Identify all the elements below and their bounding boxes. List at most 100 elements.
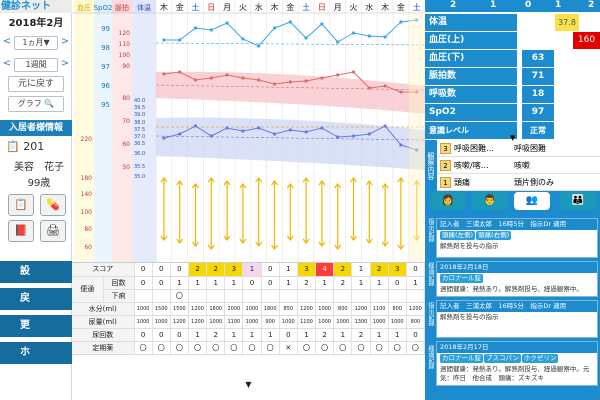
table-cell[interactable]: 1000 bbox=[388, 315, 407, 329]
table-cell[interactable]: 2 bbox=[206, 328, 226, 342]
table-cell[interactable]: 0 bbox=[152, 276, 171, 290]
record-card[interactable]: 記入者 三浦太郎 16時5分 指示Dr 適用 解熱剤を投与の指示 bbox=[436, 300, 598, 338]
table-cell[interactable]: 1100 bbox=[297, 315, 317, 329]
table-cell[interactable] bbox=[152, 289, 171, 303]
table-cell[interactable]: 0 bbox=[170, 263, 189, 277]
table-cell[interactable]: 800 bbox=[333, 302, 353, 316]
pill-icon[interactable]: 💊 bbox=[40, 194, 66, 216]
table-cell[interactable]: 1 bbox=[224, 276, 244, 290]
record-card[interactable]: 記入者 三浦太郎 16時5分 指示Dr 適用 頭痛(左側) 頭痛(右側) 解熱剤を… bbox=[436, 218, 598, 258]
table-cell[interactable]: 0 bbox=[279, 328, 298, 342]
table-cell[interactable]: 1300 bbox=[351, 315, 371, 329]
table-cell[interactable]: 1000 bbox=[134, 315, 153, 329]
table-cell[interactable]: 1 bbox=[351, 276, 371, 290]
table-cell[interactable]: 1200 bbox=[297, 302, 317, 316]
table-cell[interactable]: 1 bbox=[242, 328, 262, 342]
settings-button[interactable]: ⚙設定 bbox=[0, 261, 72, 299]
table-cell[interactable] bbox=[370, 289, 389, 303]
prev-week-button[interactable]: < bbox=[2, 58, 12, 69]
table-cell[interactable]: 0 bbox=[134, 263, 153, 277]
table-cell[interactable]: 2 bbox=[315, 328, 335, 342]
table-cell[interactable]: ✕ bbox=[279, 341, 298, 355]
table-cell[interactable]: 1000 bbox=[152, 315, 171, 329]
table-cell[interactable]: 2 bbox=[206, 263, 226, 277]
table-cell[interactable]: 1 bbox=[370, 276, 389, 290]
clipboard-icon[interactable]: 📋 bbox=[8, 194, 34, 216]
table-cell[interactable]: 〇 bbox=[351, 341, 371, 355]
table-cell[interactable]: 1100 bbox=[224, 315, 244, 329]
refresh-button[interactable]: ⟳更新 bbox=[0, 315, 72, 353]
back-button[interactable]: ⮌戻る bbox=[0, 288, 72, 326]
symptom-row[interactable]: 2 咳嗽/喀… 咳嗽 bbox=[437, 157, 600, 174]
table-cell[interactable]: 2 bbox=[333, 276, 353, 290]
next-month-button[interactable]: > bbox=[60, 36, 70, 47]
table-cell[interactable]: 〇 bbox=[224, 341, 244, 355]
table-cell[interactable]: 0 bbox=[261, 263, 280, 277]
table-cell[interactable]: 0 bbox=[170, 328, 189, 342]
table-cell[interactable] bbox=[279, 289, 298, 303]
table-cell[interactable]: 1 bbox=[279, 263, 298, 277]
table-cell[interactable]: 0 bbox=[388, 276, 407, 290]
table-cell[interactable]: 〇 bbox=[388, 341, 407, 355]
table-cell[interactable]: 0 bbox=[242, 276, 262, 290]
table-cell[interactable]: 0 bbox=[152, 328, 171, 342]
table-cell[interactable]: 1 bbox=[333, 328, 353, 342]
table-cell[interactable]: 2 bbox=[333, 263, 353, 277]
table-cell[interactable]: 2 bbox=[297, 276, 317, 290]
table-cell[interactable]: 1 bbox=[242, 263, 262, 277]
graph-button[interactable]: グラフ 🔍 bbox=[8, 96, 64, 112]
table-cell[interactable]: 800 bbox=[388, 302, 407, 316]
table-cell[interactable]: 〇 bbox=[370, 341, 389, 355]
table-cell[interactable]: 2 bbox=[370, 263, 389, 277]
table-cell[interactable]: 1 bbox=[315, 276, 335, 290]
table-cell[interactable]: 1 bbox=[279, 276, 298, 290]
scroll-down-indicator[interactable]: ▼ bbox=[72, 380, 425, 400]
symptom-row[interactable]: 1 頭痛 頭片側のみ bbox=[437, 174, 600, 191]
table-cell[interactable]: 0 bbox=[406, 263, 426, 277]
printer-icon[interactable]: 🖨 bbox=[40, 220, 66, 242]
table-cell[interactable]: 1000 bbox=[242, 315, 262, 329]
table-cell[interactable]: 1000 bbox=[370, 315, 389, 329]
table-cell[interactable]: 0 bbox=[134, 328, 153, 342]
record-card[interactable]: 2018年2月18日 カロナール錠 週間健康：発熱あり。解熱剤投与、経過観察中。 bbox=[436, 261, 598, 297]
prev-month-button[interactable]: < bbox=[2, 36, 12, 47]
table-cell[interactable]: 1000 bbox=[333, 315, 353, 329]
home-button[interactable]: ⌂ ホーム bbox=[0, 342, 72, 400]
doctor-tab-icon[interactable]: 👨 bbox=[472, 192, 508, 210]
table-cell[interactable]: 1000 bbox=[315, 302, 335, 316]
table-cell[interactable]: 1800 bbox=[261, 302, 280, 316]
table-cell[interactable]: 1 bbox=[388, 328, 407, 342]
table-cell[interactable]: 〇 bbox=[315, 341, 335, 355]
staff-tab-icon[interactable]: 👥 bbox=[514, 192, 550, 210]
table-cell[interactable] bbox=[388, 289, 407, 303]
table-cell[interactable]: 1000 bbox=[206, 315, 226, 329]
symptom-row[interactable]: 3 呼吸困難… 呼吸困難 bbox=[437, 140, 600, 157]
table-cell[interactable]: 〇 bbox=[170, 289, 189, 303]
table-cell[interactable]: 1800 bbox=[206, 302, 226, 316]
family-tab-icon[interactable]: 👪 bbox=[560, 192, 596, 210]
table-cell[interactable]: 1 bbox=[206, 276, 226, 290]
table-cell[interactable]: 1200 bbox=[188, 315, 208, 329]
table-cell[interactable]: 900 bbox=[261, 315, 280, 329]
table-cell[interactable] bbox=[297, 289, 317, 303]
table-cell[interactable]: 1200 bbox=[351, 302, 371, 316]
next-week-button[interactable]: > bbox=[60, 58, 70, 69]
table-cell[interactable]: 1500 bbox=[152, 302, 171, 316]
table-cell[interactable]: 〇 bbox=[206, 341, 226, 355]
table-cell[interactable]: 1 bbox=[224, 328, 244, 342]
table-cell[interactable]: 〇 bbox=[261, 341, 280, 355]
table-cell[interactable] bbox=[206, 289, 226, 303]
table-cell[interactable]: 1200 bbox=[406, 302, 426, 316]
table-cell[interactable]: 1500 bbox=[170, 302, 189, 316]
table-cell[interactable]: 1 bbox=[406, 276, 426, 290]
table-cell[interactable]: 1200 bbox=[170, 315, 189, 329]
table-cell[interactable] bbox=[134, 289, 153, 303]
table-cell[interactable]: 0 bbox=[134, 276, 153, 290]
week-select[interactable]: 1週間 bbox=[14, 58, 58, 72]
range-select[interactable]: 1ヵ月▼ bbox=[14, 36, 58, 50]
table-cell[interactable] bbox=[333, 289, 353, 303]
table-cell[interactable]: 〇 bbox=[297, 341, 317, 355]
table-cell[interactable]: 1100 bbox=[370, 302, 389, 316]
table-cell[interactable]: 1000 bbox=[279, 315, 298, 329]
table-cell[interactable] bbox=[224, 289, 244, 303]
